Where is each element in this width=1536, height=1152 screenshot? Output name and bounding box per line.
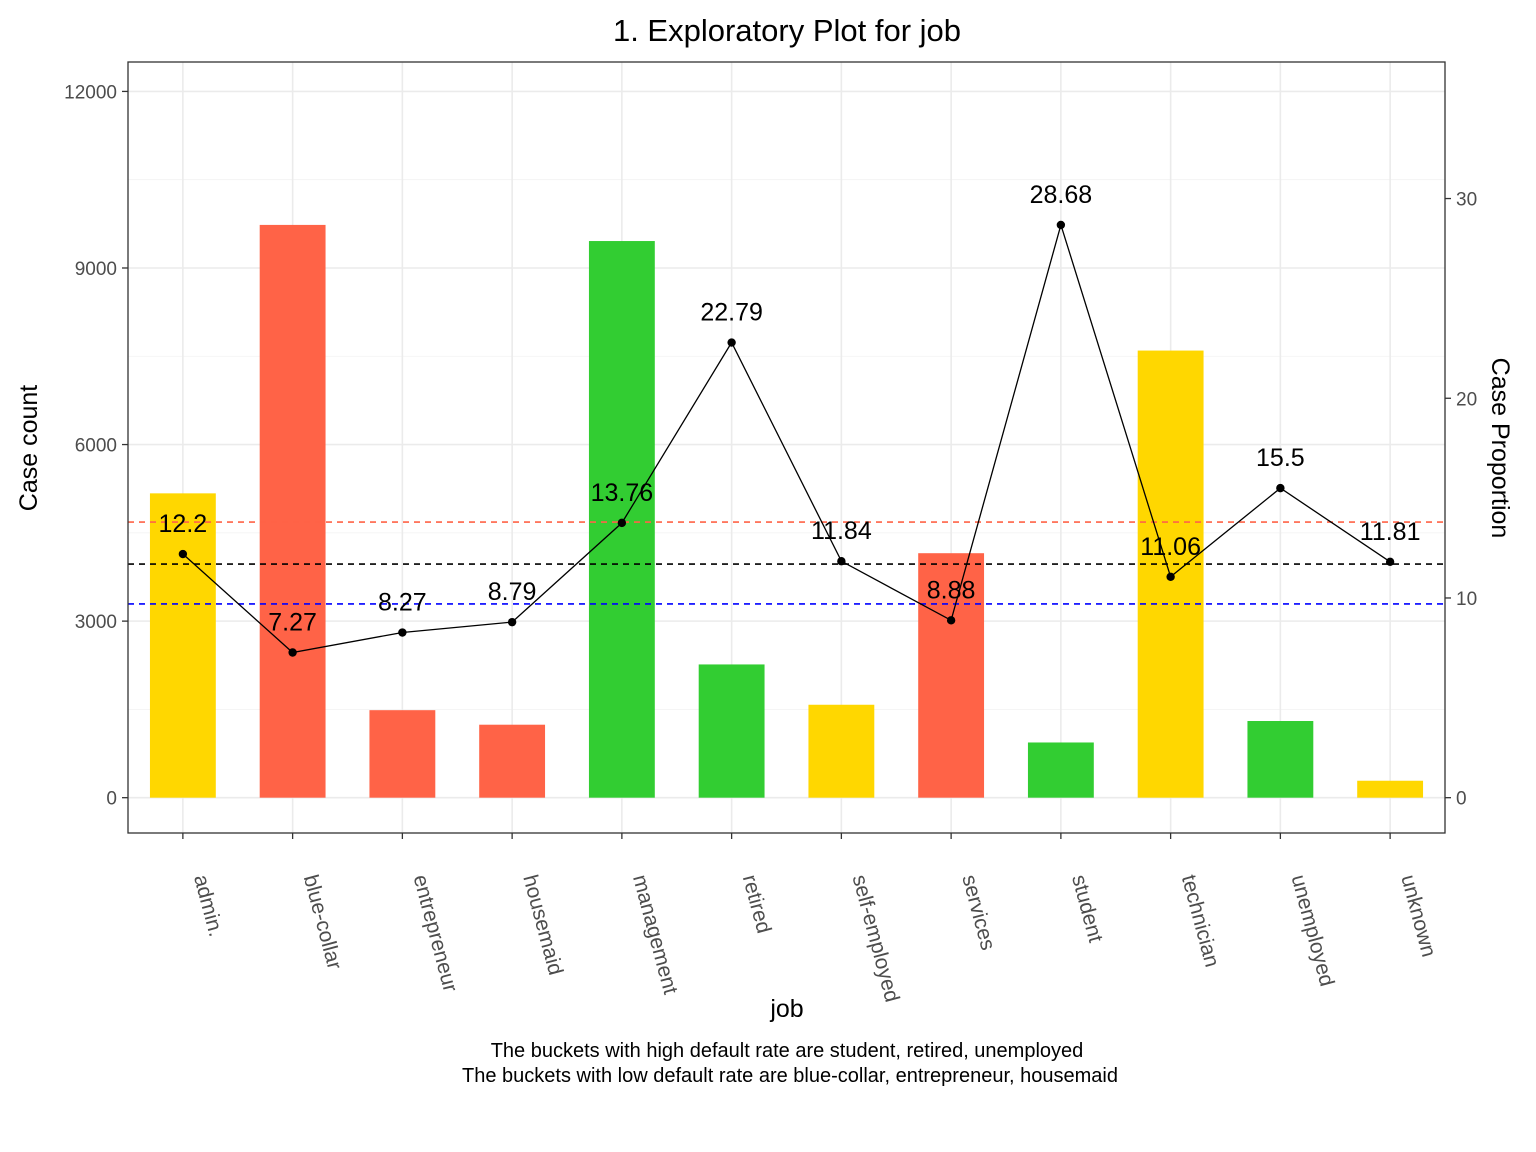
bar-retired (698, 664, 765, 798)
y-tick-label: 6000 (75, 436, 117, 457)
point-entrepreneur (398, 628, 407, 637)
y-axis-right: 0 10 20 30 (1445, 190, 1477, 810)
point-student (1056, 220, 1066, 230)
x-axis-title: job (769, 995, 803, 1023)
data-label: 8.88 (927, 576, 976, 604)
point-housemaid (507, 617, 517, 627)
data-label: 12.2 (159, 510, 208, 538)
proportion-line-path (182, 222, 1391, 654)
data-label: 15.5 (1256, 444, 1305, 472)
y-tick-label: 3000 (75, 612, 117, 633)
y2-tick-label: 20 (1456, 389, 1477, 410)
data-label: 28.68 (1030, 181, 1093, 209)
bar-blue-collar (259, 224, 326, 798)
bar-housemaid (479, 724, 546, 798)
point-unemployed (1276, 483, 1285, 493)
y2-tick-label: 10 (1456, 589, 1477, 610)
y2-tick-label: 30 (1456, 190, 1477, 211)
data-label: 11.84 (811, 517, 872, 545)
caption-line-2: The buckets with low default rate are bl… (462, 1065, 1118, 1087)
y-axis-title: Case count (15, 385, 43, 512)
y-tick-label: 9000 (75, 259, 117, 280)
bar-services (918, 553, 985, 798)
y2-axis-title: Case Proportion (1486, 358, 1514, 539)
bars (149, 224, 1424, 798)
data-label: 11.06 (1140, 533, 1201, 561)
chart-title: 1. Exploratory Plot for job (613, 13, 961, 48)
y-tick-label: 0 (106, 789, 117, 810)
point-self-employed (837, 557, 846, 566)
data-label: 7.27 (268, 608, 317, 636)
point-retired (727, 338, 736, 347)
data-label: 8.27 (378, 589, 427, 617)
bar-unemployed (1247, 720, 1314, 798)
data-label: 22.79 (700, 299, 763, 327)
point-unknown (1385, 557, 1395, 567)
point-services (946, 616, 956, 625)
point-management (617, 518, 627, 528)
proportion-line (178, 220, 1395, 657)
point-admin. (178, 549, 188, 559)
y2-tick-label: 0 (1456, 789, 1467, 810)
y-axis-left: 0 3000 6000 9000 12000 (64, 82, 128, 810)
data-label: 8.79 (488, 578, 537, 606)
bar-admin. (149, 493, 216, 798)
bar-entrepreneur (369, 710, 436, 798)
data-label: 13.76 (591, 479, 654, 507)
panel-border (127, 61, 1446, 834)
caption-line-1: The buckets with high default rate are s… (491, 1040, 1084, 1062)
data-label: 11.81 (1360, 518, 1421, 546)
data-labels: 12.2 7.27 8.27 8.79 13.76 22.79 11.84 8.88 28.68… (159, 181, 1421, 637)
bar-self-employed (808, 704, 875, 798)
y-tick-label: 12000 (64, 82, 117, 103)
bar-student (1027, 742, 1094, 798)
point-blue-collar (288, 648, 297, 657)
bar-unknown (1357, 780, 1424, 798)
point-technician (1166, 572, 1175, 582)
